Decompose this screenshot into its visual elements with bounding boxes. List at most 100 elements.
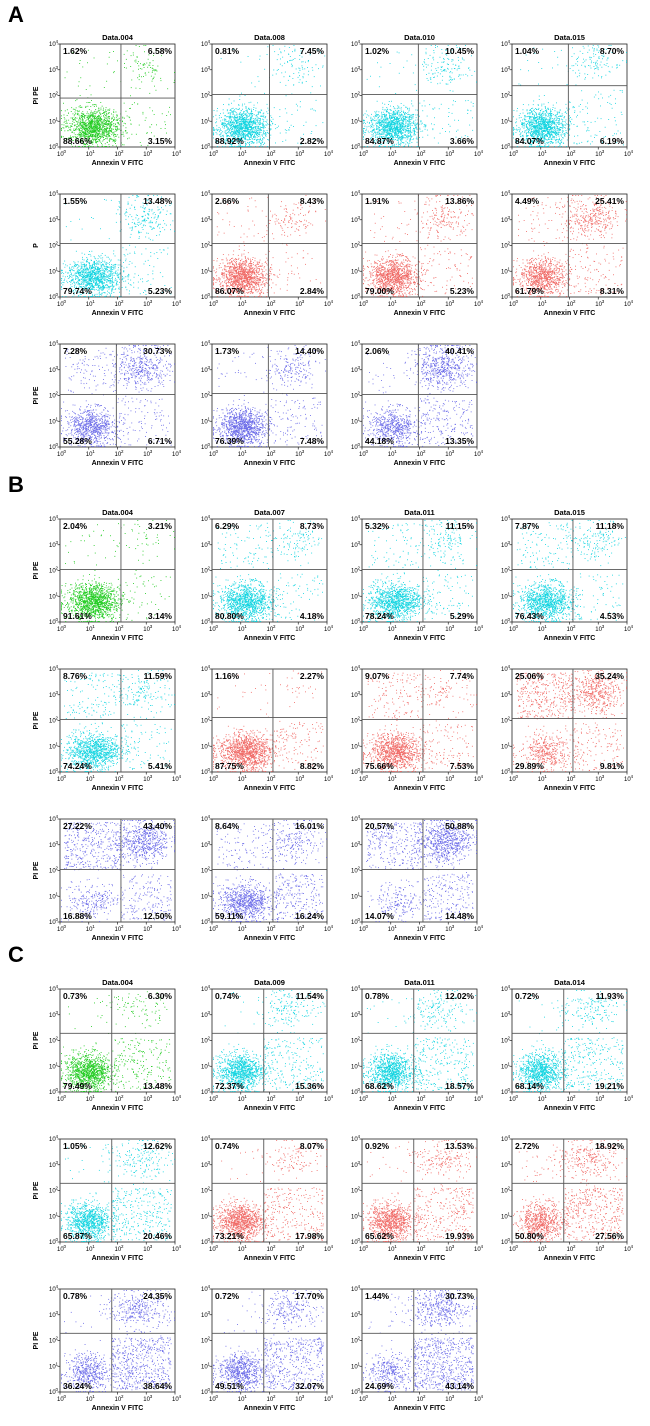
quadrant-ur-label: 2.27% bbox=[300, 671, 325, 681]
y-tick-exponent: 3 bbox=[358, 840, 361, 845]
x-tick-exponent: 1 bbox=[394, 924, 397, 929]
y-tick-exponent: 0 bbox=[358, 1237, 361, 1242]
x-axis-label: Annexin V FITC bbox=[394, 935, 446, 942]
quadrant-ur-label: 24.35% bbox=[143, 1291, 172, 1301]
y-tick-exponent: 4 bbox=[358, 39, 361, 44]
quadrant-lr-label: 5.29% bbox=[450, 611, 475, 621]
y-tick-exponent: 3 bbox=[208, 1010, 211, 1015]
x-tick-exponent: 3 bbox=[302, 1244, 305, 1249]
y-tick-exponent: 2 bbox=[56, 716, 59, 721]
x-tick-exponent: 2 bbox=[573, 1244, 576, 1249]
plot-frame bbox=[60, 44, 175, 147]
x-tick-exponent: 4 bbox=[331, 449, 334, 454]
y-tick-exponent: 0 bbox=[508, 1237, 511, 1242]
y-tick-exponent: 0 bbox=[358, 442, 361, 447]
y-tick-exponent: 3 bbox=[508, 540, 511, 545]
x-tick-exponent: 1 bbox=[394, 624, 397, 629]
x-tick-exponent: 3 bbox=[302, 449, 305, 454]
x-axis-label: Annexin V FITC bbox=[544, 310, 596, 317]
plot-frame bbox=[60, 519, 175, 622]
quadrant-ur-label: 11.15% bbox=[446, 521, 475, 531]
y-tick-exponent: 0 bbox=[508, 292, 511, 297]
quadrant-ur-label: 25.41% bbox=[595, 196, 624, 206]
x-tick-exponent: 0 bbox=[216, 624, 219, 629]
y-tick-exponent: 2 bbox=[508, 716, 511, 721]
x-axis-label: Annexin V FITC bbox=[244, 635, 296, 642]
x-tick-exponent: 0 bbox=[516, 774, 519, 779]
y-tick-exponent: 4 bbox=[358, 339, 361, 344]
quadrant-ur-label: 14.40% bbox=[295, 346, 324, 356]
x-tick-exponent: 2 bbox=[273, 924, 276, 929]
quadrant-lr-label: 17.98% bbox=[295, 1231, 324, 1241]
plot-frame bbox=[512, 194, 627, 297]
y-tick-exponent: 4 bbox=[56, 339, 59, 344]
y-tick-exponent: 0 bbox=[56, 1237, 59, 1242]
plot-title: Data.004 bbox=[102, 508, 134, 517]
plot-frame bbox=[60, 819, 175, 922]
y-tick-exponent: 2 bbox=[56, 866, 59, 871]
y-axis-label: PI PE bbox=[33, 86, 40, 104]
y-tick-exponent: 4 bbox=[56, 1134, 59, 1139]
x-tick-exponent: 0 bbox=[64, 624, 67, 629]
y-tick-exponent: 4 bbox=[508, 189, 511, 194]
x-tick-exponent: 0 bbox=[64, 449, 67, 454]
x-tick-exponent: 3 bbox=[150, 149, 153, 154]
y-tick-exponent: 3 bbox=[358, 1010, 361, 1015]
quadrant-lr-label: 5.23% bbox=[148, 286, 173, 296]
y-tick-exponent: 2 bbox=[208, 1186, 211, 1191]
y-tick-exponent: 1 bbox=[56, 891, 59, 896]
quadrant-ul-label: 0.73% bbox=[63, 991, 88, 1001]
x-tick-exponent: 4 bbox=[179, 624, 182, 629]
y-tick-exponent: 4 bbox=[56, 1284, 59, 1289]
x-tick-exponent: 2 bbox=[121, 924, 124, 929]
y-tick-exponent: 3 bbox=[358, 1310, 361, 1315]
y-tick-exponent: 2 bbox=[358, 391, 361, 396]
quadrant-ur-label: 8.43% bbox=[300, 196, 325, 206]
quadrant-lr-label: 5.23% bbox=[450, 286, 475, 296]
x-tick-exponent: 3 bbox=[302, 924, 305, 929]
quadrant-lr-label: 13.48% bbox=[143, 1081, 172, 1091]
x-tick-exponent: 3 bbox=[602, 1094, 605, 1099]
quadrant-ur-label: 6.58% bbox=[148, 46, 173, 56]
facs-plot: 25.06% 35.24%29.89% 9.81%10010110210310410… bbox=[501, 664, 634, 792]
plot-title: Data.007 bbox=[254, 508, 285, 517]
quadrant-ll-label: 59.11% bbox=[215, 911, 244, 921]
x-tick-exponent: 1 bbox=[394, 299, 397, 304]
x-tick-exponent: 4 bbox=[631, 1244, 634, 1249]
y-tick-exponent: 2 bbox=[358, 1186, 361, 1191]
quadrant-ul-label: 9.07% bbox=[365, 671, 390, 681]
x-tick-exponent: 0 bbox=[216, 774, 219, 779]
y-tick-exponent: 3 bbox=[358, 65, 361, 70]
x-tick-exponent: 2 bbox=[273, 1244, 276, 1249]
quadrant-lr-label: 8.31% bbox=[600, 286, 625, 296]
y-tick-exponent: 2 bbox=[208, 91, 211, 96]
x-tick-exponent: 0 bbox=[216, 1394, 219, 1399]
x-tick-exponent: 4 bbox=[331, 624, 334, 629]
x-axis-label: Annexin V FITC bbox=[394, 635, 446, 642]
y-tick-exponent: 2 bbox=[208, 866, 211, 871]
x-tick-exponent: 3 bbox=[150, 1244, 153, 1249]
y-axis-label: PI PE bbox=[33, 561, 40, 579]
quadrant-ul-label: 6.29% bbox=[215, 521, 240, 531]
facs-plot: 1.91% 13.86%79.00% 5.23%100101102103104100… bbox=[351, 189, 484, 317]
x-tick-exponent: 3 bbox=[602, 299, 605, 304]
x-tick-exponent: 3 bbox=[452, 924, 455, 929]
y-tick-exponent: 1 bbox=[56, 116, 59, 121]
quadrant-ul-label: 2.72% bbox=[515, 1141, 540, 1151]
y-tick-exponent: 1 bbox=[358, 891, 361, 896]
plot-title: Data.011 bbox=[404, 508, 434, 517]
quadrant-ul-label: 1.05% bbox=[63, 1141, 88, 1151]
x-tick-exponent: 0 bbox=[516, 624, 519, 629]
y-tick-exponent: 4 bbox=[56, 514, 59, 519]
quadrant-lr-label: 3.15% bbox=[148, 136, 173, 146]
plot-title: Data.004 bbox=[102, 978, 134, 987]
x-tick-exponent: 4 bbox=[179, 1244, 182, 1249]
x-axis-label: Annexin V FITC bbox=[92, 935, 144, 942]
x-tick-exponent: 4 bbox=[179, 149, 182, 154]
y-tick-exponent: 0 bbox=[358, 292, 361, 297]
quadrant-ll-label: 79.00% bbox=[365, 286, 394, 296]
